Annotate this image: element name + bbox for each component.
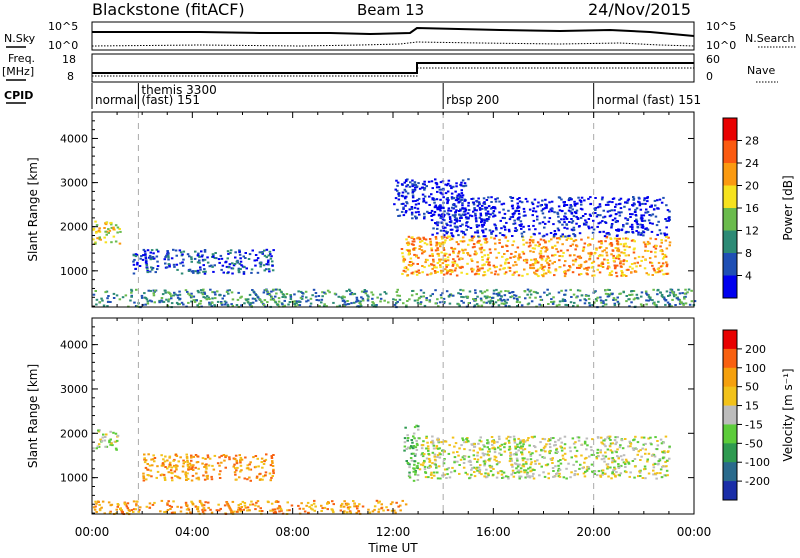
velocity-colorbar: 200 100 50 15 -15 -50 -100 -200 Velocity [m s⁻¹] <box>722 329 795 501</box>
power-colorbar: 28 24 20 16 12 8 4 Power [dB] <box>722 117 795 299</box>
colorbar-swatch <box>723 348 737 369</box>
colorbar-swatch <box>723 330 737 350</box>
colorbar-tick-label: 100 <box>745 362 766 375</box>
cpid-strip: normal themis 3300(fast) 151 rbsp 200 norma… <box>91 83 701 109</box>
y-tick-label: 1000 <box>60 265 88 278</box>
colorbar-swatch <box>723 208 737 231</box>
x-tick-label: 00:00 <box>75 525 110 539</box>
nave-label: Nave <box>747 64 775 77</box>
nsky-tick-low: 10^0 <box>48 39 78 52</box>
cpid-label-0: normal <box>95 93 137 107</box>
cpid-label-1: themis 3300 <box>141 83 216 97</box>
nsky-tick-high: 10^5 <box>48 20 78 33</box>
cpid-label-2: (fast) 151 <box>141 93 200 107</box>
colorbar-swatch <box>723 118 737 141</box>
cpid-label-4: normal (fast) 151 <box>597 93 701 107</box>
colorbar-tick-label: -200 <box>745 475 770 488</box>
nsky-panel <box>91 21 695 51</box>
colorbar-swatch <box>723 443 737 463</box>
power-panel: 1000 2000 3000 4000 Slant Range [km] <box>26 111 697 309</box>
colorbar-label: Velocity [m s⁻¹] <box>781 368 795 461</box>
y-axis-label: Slant Range [km] <box>26 364 40 468</box>
colorbar-tick-label: -50 <box>745 437 763 450</box>
nsearch-tick-high: 10^5 <box>706 20 736 33</box>
nsky-line <box>92 26 695 37</box>
colorbar-swatch <box>723 253 737 276</box>
colorbar-tick-label: 12 <box>745 225 759 238</box>
nsearch-line <box>91 41 695 47</box>
scatter-cells <box>92 178 697 309</box>
colorbar-swatch <box>723 462 737 482</box>
nsearch-label: N.Search <box>745 32 795 45</box>
cpid-label-3: rbsp 200 <box>446 93 499 107</box>
nsky-label: N.Sky <box>4 32 36 45</box>
x-tick-label: 00:00 <box>677 525 712 539</box>
y-tick-label: 4000 <box>60 132 88 145</box>
cpid-label: CPID <box>4 89 33 102</box>
scatter-cells <box>92 424 671 516</box>
freq-tick-low: 8 <box>67 70 74 83</box>
colorbar-tick-label: 200 <box>745 343 766 356</box>
x-tick-label: 12:00 <box>376 525 411 539</box>
y-tick-label: 3000 <box>60 177 88 190</box>
y-tick-label: 1000 <box>60 472 88 485</box>
y-tick-label: 4000 <box>60 339 88 352</box>
x-axis-label: Time UT <box>367 541 418 554</box>
y-axis-label: Slant Range [km] <box>26 157 40 261</box>
y-tick-label: 2000 <box>60 221 88 234</box>
freq-tick-high: 18 <box>62 53 76 66</box>
colorbar-tick-label: 20 <box>745 180 759 193</box>
colorbar-swatch <box>723 367 737 388</box>
x-tick-label: 16:00 <box>476 525 511 539</box>
x-tick-label: 04:00 <box>175 525 210 539</box>
colorbar-tick-label: -15 <box>745 418 763 431</box>
time-axis: 00:00 04:00 08:00 12:00 16:00 20:00 00:00 <box>75 525 712 539</box>
colorbar-tick-label: 8 <box>745 247 752 260</box>
nave-line <box>92 67 694 77</box>
colorbar-label: Power [dB] <box>781 175 795 240</box>
colorbar-swatch <box>723 405 737 425</box>
colorbar-tick-label: 15 <box>745 400 759 413</box>
colorbar-tick-label: -100 <box>745 456 770 469</box>
colorbar-tick-label: 16 <box>745 202 759 215</box>
colorbar-tick-label: 28 <box>745 135 759 148</box>
colorbar-tick-label: 24 <box>745 157 759 170</box>
velocity-panel: 1000 2000 3000 4000 Slant Range [km] <box>26 317 695 516</box>
freq-unit: [MHz] <box>2 65 34 78</box>
colorbar-swatch <box>723 140 737 164</box>
colorbar-swatch <box>723 481 737 501</box>
nave-tick-high: 60 <box>706 53 720 66</box>
date-title: 24/Nov/2015 <box>588 0 691 19</box>
freq-label: Freq. <box>8 52 35 65</box>
x-tick-label: 20:00 <box>576 525 611 539</box>
x-tick-label: 08:00 <box>275 525 310 539</box>
colorbar-tick-label: 4 <box>745 270 752 283</box>
nsearch-tick-low: 10^0 <box>706 39 736 52</box>
colorbar-swatch <box>723 185 737 209</box>
colorbar-swatch <box>723 275 737 299</box>
colorbar-swatch <box>723 386 737 407</box>
nave-tick-low: 0 <box>706 70 713 83</box>
colorbar-tick-label: 50 <box>745 381 759 394</box>
colorbar-swatch <box>723 230 737 254</box>
y-tick-label: 3000 <box>60 383 88 396</box>
station-title: Blackstone (fitACF) <box>92 0 245 19</box>
y-tick-label: 2000 <box>60 427 88 440</box>
colorbar-swatch <box>723 163 737 186</box>
colorbar-swatch <box>723 424 737 444</box>
beam-title: Beam 13 <box>357 1 424 19</box>
